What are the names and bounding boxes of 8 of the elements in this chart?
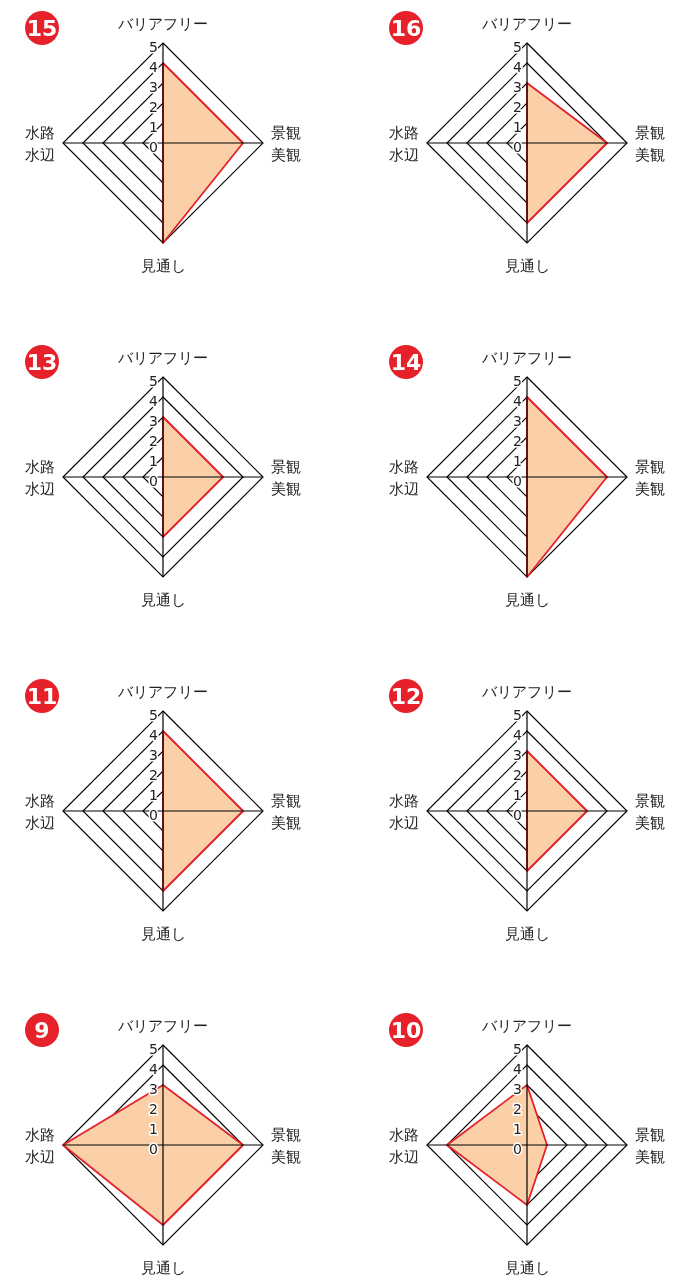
title: 10 — [390, 1018, 422, 1043]
title: 14 — [390, 350, 422, 375]
title: 13 — [26, 350, 58, 375]
title: 12 — [390, 684, 422, 709]
title: 15 — [26, 16, 58, 41]
title: 11 — [26, 684, 58, 709]
title: 16 — [390, 16, 422, 41]
title: 9 — [34, 1018, 50, 1043]
